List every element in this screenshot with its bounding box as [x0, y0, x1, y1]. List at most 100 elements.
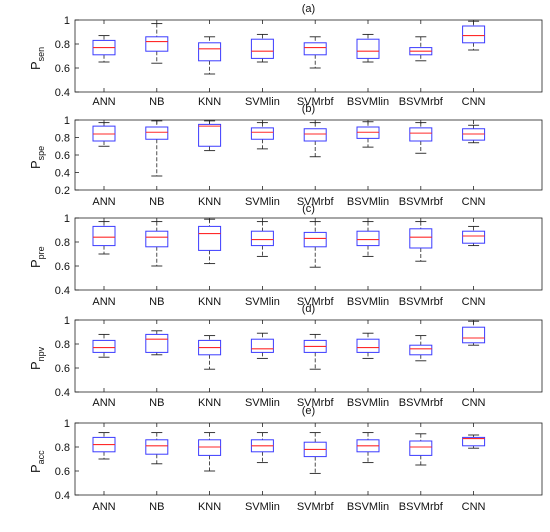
box-knn: KNN [198, 20, 221, 108]
iqr-box [303, 42, 327, 56]
y-tick-label: 0.4 [55, 87, 70, 99]
iqr-box [92, 225, 116, 247]
iqr-box [356, 338, 380, 353]
y-tick-label: 0.6 [55, 63, 70, 75]
panel-5: (e) Pacc 0.4 0.6 0.8 1 ANN NB KNN SVMlin SVMrbf BSV… [28, 405, 543, 513]
iqr-box [462, 326, 486, 344]
plot-frame [74, 422, 543, 496]
x-tick-label: ANN [92, 501, 115, 513]
iqr-box [462, 230, 486, 244]
iqr-box [356, 230, 380, 247]
iqr-box [198, 439, 222, 456]
panel-3: (c) Ppre 0.4 0.6 0.8 1 ANN NB KNN SVMlin SVMrbf BSV… [28, 203, 543, 308]
x-tick-label: SVMlin [245, 196, 280, 208]
y-tick-label: 0.8 [55, 39, 70, 51]
panel-title: (a) [302, 3, 315, 15]
x-tick-label: NB [149, 96, 164, 108]
iqr-box [145, 439, 169, 455]
y-tick-label: 0.4 [55, 490, 70, 502]
iqr-box [356, 38, 380, 59]
y-tick-label: 0.8 [55, 339, 70, 351]
plot-frame [74, 19, 543, 93]
box-svmlin: SVMlin [245, 218, 280, 308]
box-bsvmlin: BSVMlin [347, 20, 389, 108]
box-cnn: CNN [462, 120, 486, 208]
box-svmlin: SVMlin [245, 120, 280, 208]
box-bsvmrbf: BSVMrbf [399, 120, 444, 208]
iqr-box [250, 230, 274, 247]
y-axis-label: Pspe [28, 146, 46, 169]
x-tick-label: KNN [198, 501, 221, 513]
box-ann: ANN [92, 20, 116, 108]
x-tick-label: BSVMrbf [399, 501, 444, 513]
iqr-box [198, 123, 222, 147]
box-cnn: CNN [462, 218, 486, 308]
y-tick-label: 1 [64, 115, 70, 127]
y-tick-label: 0.2 [55, 185, 70, 197]
x-tick-label: SVMlin [245, 397, 280, 409]
x-tick-label: BSVMrbf [399, 96, 444, 108]
iqr-box [409, 440, 433, 456]
x-tick-label: SVMlin [245, 296, 280, 308]
y-tick-label: 0.6 [55, 466, 70, 478]
iqr-box [303, 231, 327, 248]
box-cnn: CNN [462, 423, 486, 513]
x-tick-label: CNN [462, 397, 486, 409]
iqr-box [198, 42, 222, 62]
box-svmrbf: SVMrbf [297, 218, 335, 308]
box-knn: KNN [198, 120, 221, 208]
box-nb: NB [145, 20, 169, 108]
x-tick-label: ANN [92, 397, 115, 409]
x-tick-label: NB [149, 196, 164, 208]
box-bsvmrbf: BSVMrbf [399, 20, 444, 108]
y-tick-label: 1 [64, 418, 70, 430]
x-tick-label: SVMrbf [297, 501, 335, 513]
x-tick-label: BSVMlin [347, 501, 389, 513]
y-tick-label: 0.6 [55, 261, 70, 273]
iqr-box [145, 126, 169, 140]
x-tick-label: KNN [198, 196, 221, 208]
plot-frame [74, 319, 543, 393]
iqr-box [462, 25, 486, 44]
iqr-box [198, 225, 222, 251]
iqr-box [303, 128, 327, 142]
y-tick-label: 0.8 [55, 133, 70, 145]
box-nb: NB [145, 120, 169, 208]
box-ann: ANN [92, 320, 116, 409]
box-knn: KNN [198, 320, 221, 409]
box-bsvmrbf: BSVMrbf [399, 423, 444, 513]
y-tick-label: 0.8 [55, 237, 70, 249]
iqr-box [409, 228, 433, 249]
x-tick-label: SVMrbf [297, 296, 335, 308]
panel-1: (a) Psen 0.4 0.6 0.8 1 ANN NB KNN SVMlin SVMrbf BSV… [28, 3, 543, 108]
x-tick-label: SVMrbf [297, 397, 335, 409]
box-ann: ANN [92, 423, 116, 513]
iqr-box [145, 230, 169, 248]
box-svmrbf: SVMrbf [297, 320, 335, 409]
x-tick-label: BSVMlin [347, 96, 389, 108]
panel-title: (e) [302, 405, 315, 417]
panel-title: (c) [302, 203, 315, 215]
box-svmlin: SVMlin [245, 320, 280, 409]
y-tick-label: 0.4 [55, 168, 70, 180]
x-tick-label: ANN [92, 196, 115, 208]
y-tick-label: 0.4 [55, 285, 70, 297]
box-bsvmlin: BSVMlin [347, 320, 389, 409]
x-tick-label: CNN [462, 196, 486, 208]
x-tick-label: ANN [92, 296, 115, 308]
box-svmlin: SVMlin [245, 20, 280, 108]
box-svmlin: SVMlin [245, 423, 280, 513]
y-tick-label: 0.6 [55, 150, 70, 162]
y-tick-label: 1 [64, 315, 70, 327]
x-tick-label: BSVMrbf [399, 296, 444, 308]
iqr-box [409, 127, 433, 142]
box-knn: KNN [198, 423, 221, 513]
panel-4: (d) Pnpv 0.4 0.6 0.8 1 ANN NB KNN SVMlin SVMrbf BSV… [28, 303, 543, 409]
x-tick-label: SVMrbf [297, 196, 335, 208]
box-svmrbf: SVMrbf [297, 20, 334, 108]
x-tick-label: KNN [198, 96, 221, 108]
iqr-box [409, 344, 433, 356]
x-tick-label: BSVMlin [347, 296, 389, 308]
